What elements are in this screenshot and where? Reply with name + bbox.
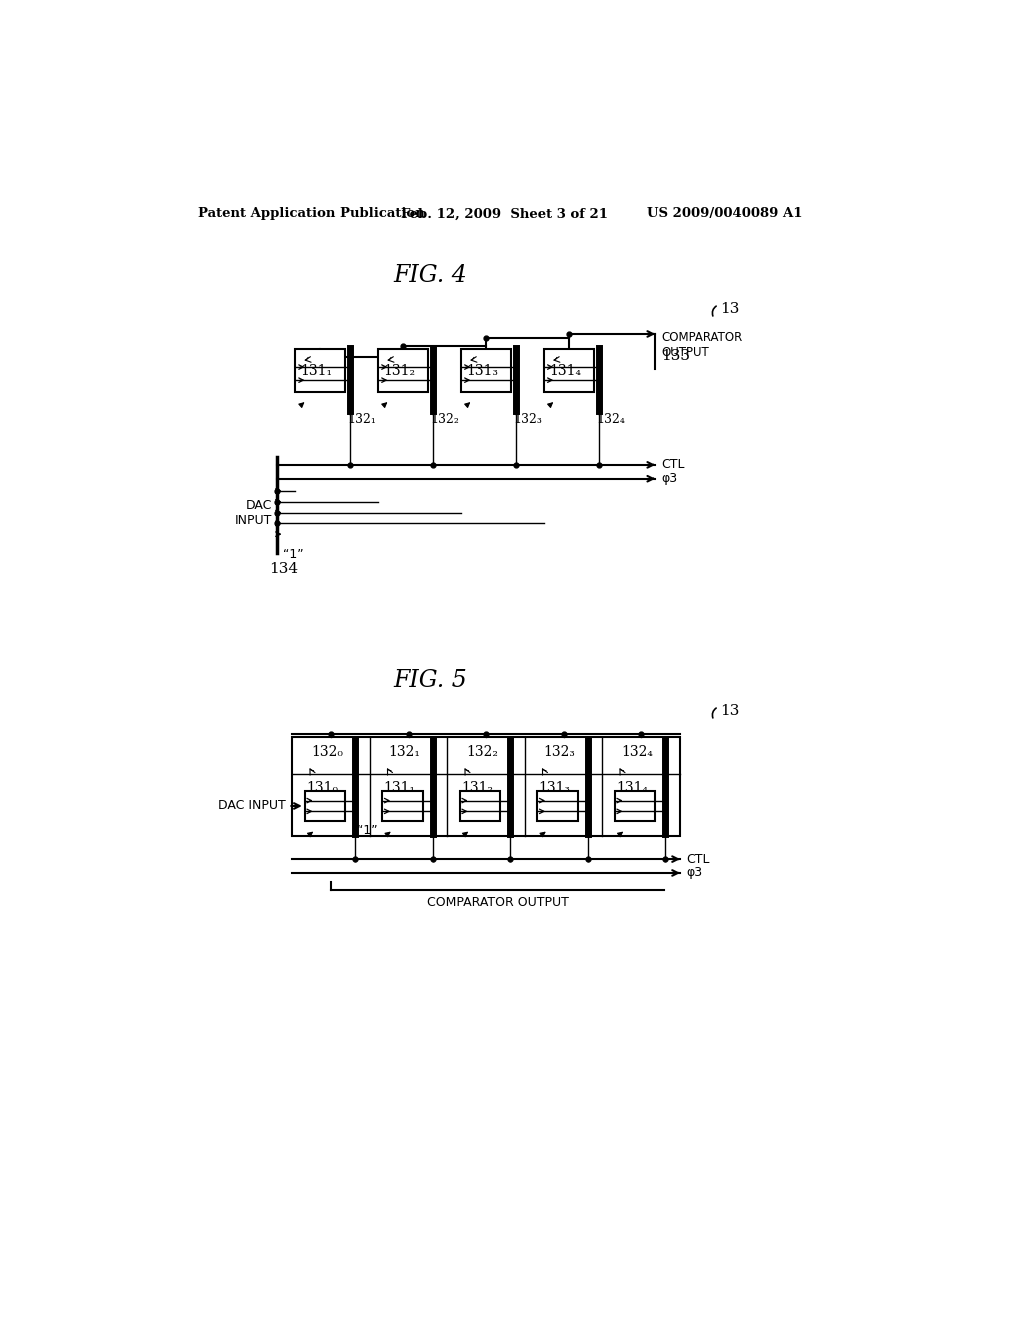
Text: 132₁: 132₁ xyxy=(348,413,377,426)
Text: “1”: “1” xyxy=(357,824,378,837)
Text: “1”: “1” xyxy=(283,548,304,561)
Text: COMPARATOR OUTPUT: COMPARATOR OUTPUT xyxy=(427,896,568,909)
Bar xyxy=(538,792,578,821)
Text: COMPARATOR
OUTPUT: COMPARATOR OUTPUT xyxy=(662,331,742,359)
Bar xyxy=(305,792,345,821)
Text: 131₃: 131₃ xyxy=(539,780,570,795)
Text: 131₄: 131₄ xyxy=(616,780,648,795)
Bar xyxy=(614,792,655,821)
Text: 131₁: 131₁ xyxy=(300,363,333,378)
Text: φ3: φ3 xyxy=(686,866,702,879)
Bar xyxy=(382,792,423,821)
Text: 131₂: 131₂ xyxy=(383,363,416,378)
Text: 132₂: 132₂ xyxy=(466,746,498,759)
Text: 132₃: 132₃ xyxy=(514,413,543,426)
Text: 132₂: 132₂ xyxy=(431,413,460,426)
Bar xyxy=(292,738,680,836)
Text: 131₁: 131₁ xyxy=(384,780,416,795)
Text: 132₀: 132₀ xyxy=(311,746,343,759)
Text: 131₄: 131₄ xyxy=(549,363,581,378)
Text: 134: 134 xyxy=(269,562,298,576)
Text: DAC
INPUT: DAC INPUT xyxy=(234,499,272,527)
Text: US 2009/0040089 A1: US 2009/0040089 A1 xyxy=(647,207,803,220)
Bar xyxy=(544,350,594,392)
Text: FIG. 4: FIG. 4 xyxy=(393,264,467,286)
Text: 132₄: 132₄ xyxy=(622,746,653,759)
Text: Feb. 12, 2009  Sheet 3 of 21: Feb. 12, 2009 Sheet 3 of 21 xyxy=(400,207,608,220)
Text: φ3: φ3 xyxy=(662,473,677,486)
Text: 131₀: 131₀ xyxy=(306,780,338,795)
Text: 132₄: 132₄ xyxy=(597,413,626,426)
Text: 132₃: 132₃ xyxy=(544,746,575,759)
Text: Patent Application Publication: Patent Application Publication xyxy=(198,207,425,220)
Text: 133: 133 xyxy=(662,348,690,363)
Text: 13: 13 xyxy=(720,705,739,718)
Text: 13: 13 xyxy=(720,302,739,317)
Bar xyxy=(295,350,345,392)
Bar xyxy=(378,350,428,392)
Text: DAC INPUT: DAC INPUT xyxy=(218,800,286,813)
Bar xyxy=(461,350,511,392)
Text: CTL: CTL xyxy=(662,458,685,471)
Text: CTL: CTL xyxy=(686,853,710,866)
Text: 131₂: 131₂ xyxy=(461,780,494,795)
Text: FIG. 5: FIG. 5 xyxy=(393,669,467,692)
Bar xyxy=(460,792,500,821)
Text: 131₃: 131₃ xyxy=(466,363,498,378)
Text: 132₁: 132₁ xyxy=(389,746,421,759)
